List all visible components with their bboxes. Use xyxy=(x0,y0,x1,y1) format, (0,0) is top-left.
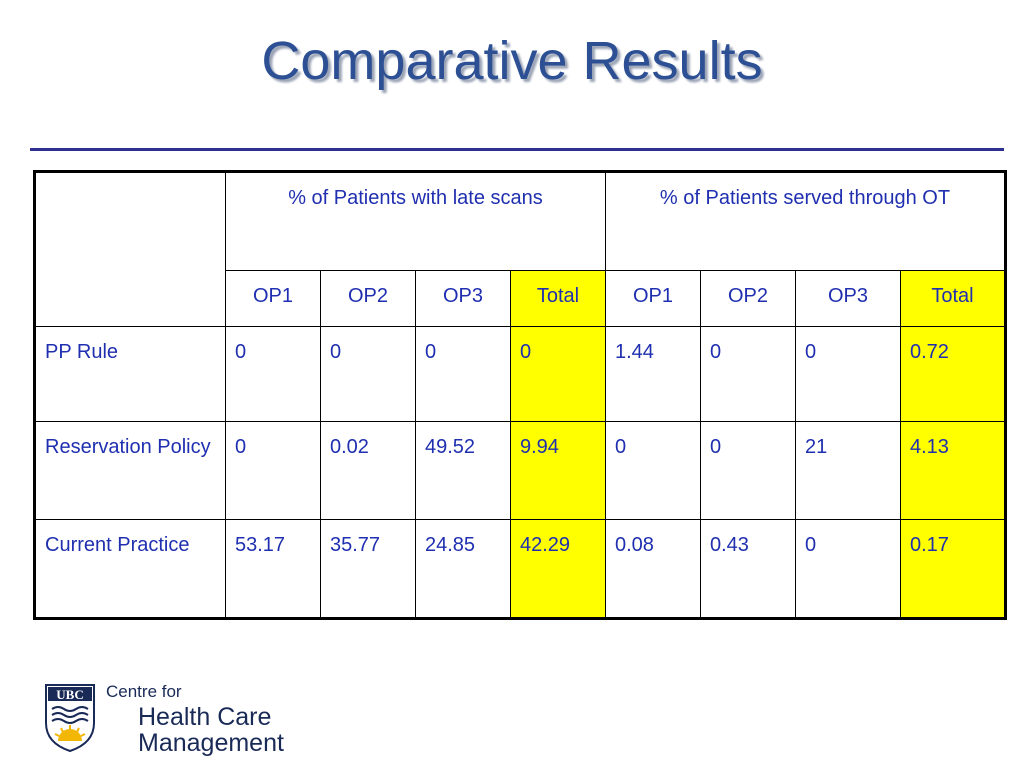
table-row: Current Practice 53.17 35.77 24.85 42.29… xyxy=(34,519,1006,619)
subheader-total-cell: Total xyxy=(510,270,606,327)
table-row: PP Rule 0 0 0 0 1.44 0 0 0.72 xyxy=(34,326,1006,422)
subheader-cell: OP3 xyxy=(415,270,511,327)
table-cell: 0 xyxy=(320,326,416,422)
table-cell: 0 xyxy=(225,421,321,520)
table-corner-cell xyxy=(34,171,226,327)
table-cell: 0 xyxy=(415,326,511,422)
table-group-header-row: % of Patients with late scans % of Patie… xyxy=(34,171,1006,327)
table-total-cell: 4.13 xyxy=(900,421,1006,520)
table-row: Reservation Policy 0 0.02 49.52 9.94 0 0… xyxy=(34,421,1006,520)
logo-line-2: Health Care xyxy=(138,703,272,731)
row-label: Current Practice xyxy=(34,519,226,619)
subheader-cell: OP2 xyxy=(320,270,416,327)
table-cell: 0 xyxy=(700,421,796,520)
subheader-cell: OP1 xyxy=(605,270,701,327)
subheader-cell: OP3 xyxy=(795,270,901,327)
table-cell: 49.52 xyxy=(415,421,511,520)
slide-title: Comparative Results xyxy=(261,31,763,91)
table-cell: 0 xyxy=(605,421,701,520)
row-label: Reservation Policy xyxy=(34,421,226,520)
results-table: % of Patients with late scans % of Patie… xyxy=(33,170,1007,620)
table-total-cell: 0.17 xyxy=(900,519,1006,619)
title-divider xyxy=(30,148,1004,151)
table-total-cell: 0 xyxy=(510,326,606,422)
table-cell: 0 xyxy=(795,326,901,422)
table-total-cell: 42.29 xyxy=(510,519,606,619)
table-total-cell: 9.94 xyxy=(510,421,606,520)
subheader-total-cell: Total xyxy=(900,270,1006,327)
ubc-crest-icon: UBC xyxy=(45,684,95,753)
logo-line-1: Centre for xyxy=(106,682,182,701)
table-cell: 0.43 xyxy=(700,519,796,619)
logo-wordmark: Centre for Health Care Management xyxy=(106,682,366,757)
table-total-cell: 0.72 xyxy=(900,326,1006,422)
header-late-scans: % of Patients with late scans xyxy=(225,171,606,271)
table-cell: 0 xyxy=(225,326,321,422)
table-cell: 0.08 xyxy=(605,519,701,619)
table-cell: 0 xyxy=(795,519,901,619)
table-cell: 53.17 xyxy=(225,519,321,619)
table-cell: 0 xyxy=(700,326,796,422)
table-cell: 35.77 xyxy=(320,519,416,619)
header-served-ot: % of Patients served through OT xyxy=(605,171,1006,271)
table-cell: 21 xyxy=(795,421,901,520)
svg-text:UBC: UBC xyxy=(56,687,83,702)
table-subheader-row: OP1 OP2 OP3 Total OP1 OP2 OP3 Total xyxy=(35,270,1006,327)
table-cell: 24.85 xyxy=(415,519,511,619)
row-label: PP Rule xyxy=(34,326,226,422)
table-cell: 1.44 xyxy=(605,326,701,422)
logo-line-3: Management xyxy=(138,729,284,757)
table-cell: 0.02 xyxy=(320,421,416,520)
subheader-cell: OP2 xyxy=(700,270,796,327)
subheader-cell: OP1 xyxy=(225,270,321,327)
